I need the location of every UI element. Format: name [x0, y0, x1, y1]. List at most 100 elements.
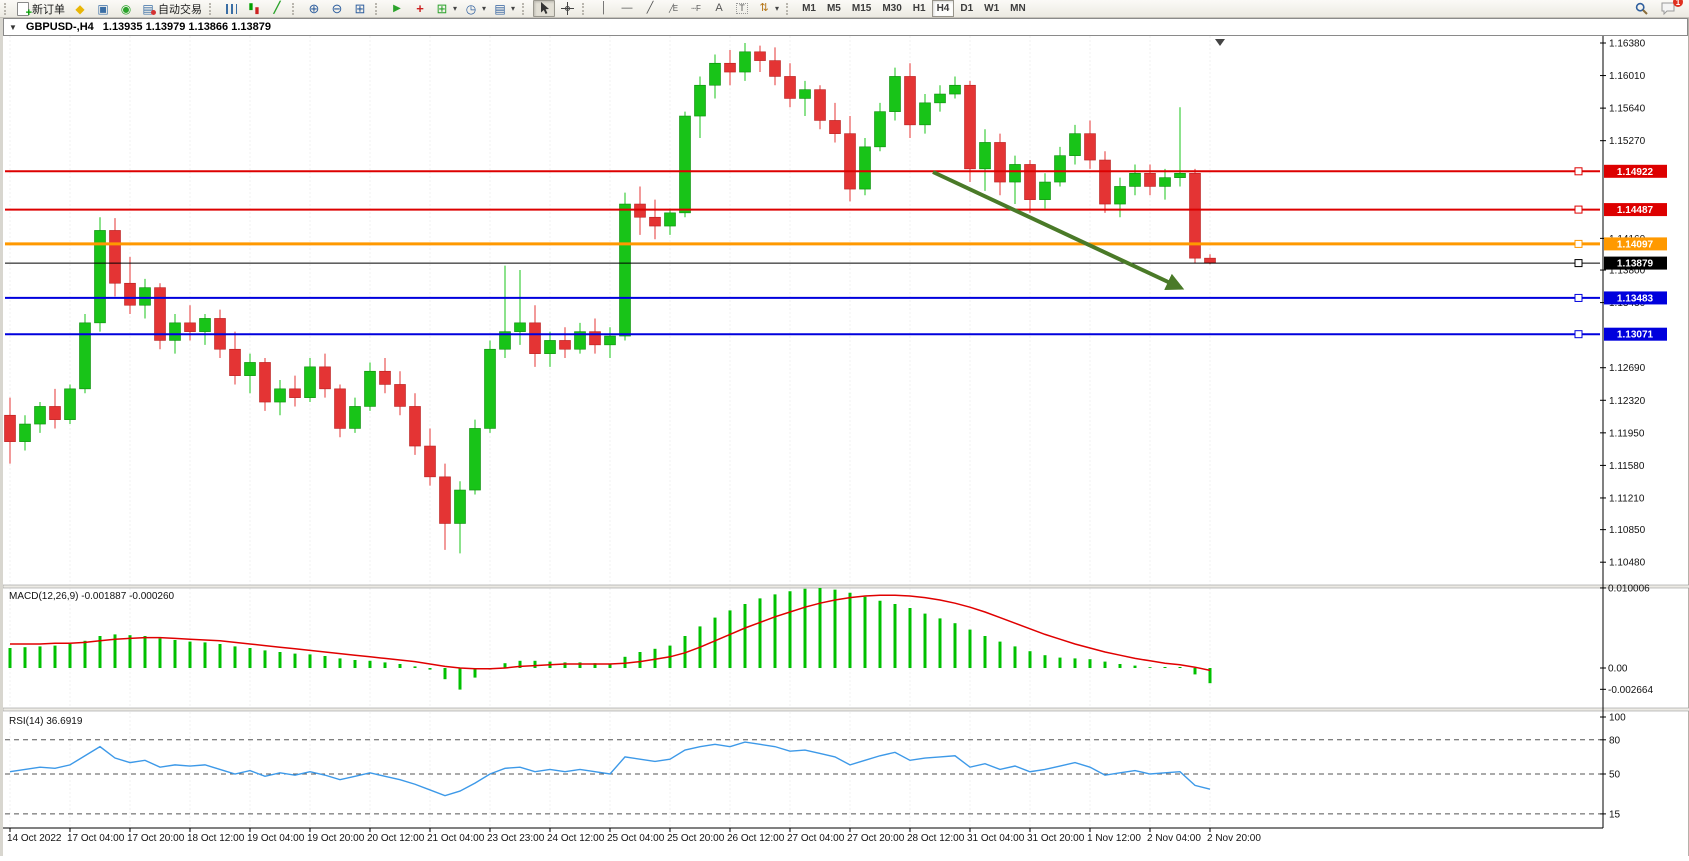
candlestick-chart-button[interactable]: [243, 0, 265, 17]
candle-body: [799, 89, 811, 99]
new-chart-button[interactable]: ▾: [432, 0, 460, 17]
hline-handle[interactable]: [1574, 239, 1583, 248]
price-axis[interactable]: 1.163801.160101.156401.152701.141601.138…: [1600, 36, 1667, 828]
autotrading-button[interactable]: 自动交易: [138, 0, 205, 17]
svg-text:1.14097: 1.14097: [1617, 239, 1654, 250]
timeframe-h4-button[interactable]: H4: [931, 0, 955, 17]
svg-text:25 Oct 20:00: 25 Oct 20:00: [667, 833, 725, 844]
timeframe-mn-button[interactable]: MN: [1010, 3, 1026, 14]
text-label-button[interactable]: [731, 0, 753, 17]
candle-body: [739, 51, 751, 73]
market-watch-button[interactable]: [92, 0, 114, 17]
horizontal-line-button[interactable]: [616, 0, 638, 17]
svg-text:2 Nov 04:00: 2 Nov 04:00: [1147, 833, 1201, 844]
crosshair-icon: [560, 2, 574, 15]
candle-body: [139, 287, 151, 306]
chart-window: ▼ GBPUSD-,H4 1.13935 1.13979 1.13866 1.1…: [0, 18, 1689, 861]
timeframe-m5-button[interactable]: M5: [826, 3, 841, 14]
new-order-button-label: 新订单: [32, 3, 65, 16]
hline-handle[interactable]: [1574, 167, 1583, 176]
pane-splitter[interactable]: [2, 707, 1689, 712]
timeframe-h1-button[interactable]: H1: [912, 3, 926, 14]
notification-badge: 1: [1673, 0, 1683, 7]
svg-text:50: 50: [1609, 770, 1621, 781]
hline-handle[interactable]: [1574, 205, 1583, 214]
toolbar-separator: [522, 2, 529, 15]
time-axis[interactable]: 14 Oct 2022 17 Oct 04:00 17 Oct 20:00 18 Oc…: [3, 827, 1603, 844]
vertical-line-button[interactable]: [593, 0, 615, 17]
text-button[interactable]: [708, 0, 730, 17]
candle-body: [259, 362, 271, 403]
trendline-button[interactable]: [639, 0, 661, 17]
candle-body: [889, 76, 901, 112]
horizontal-lines: [5, 167, 1600, 339]
templates-button[interactable]: ▾: [490, 0, 518, 17]
signals-button[interactable]: [115, 0, 137, 17]
cursor-button[interactable]: [533, 0, 556, 17]
timeframe-m1-button[interactable]: M1: [802, 3, 816, 14]
candle-body: [994, 142, 1006, 183]
candle-body: [754, 51, 766, 61]
zoom-in-button[interactable]: [303, 0, 325, 17]
chart-menu-caret-icon[interactable]: ▼: [9, 22, 17, 32]
search-icon: [1634, 2, 1648, 15]
candle-body: [1204, 257, 1216, 264]
svg-text:15: 15: [1609, 809, 1621, 820]
tile-windows-button[interactable]: [349, 0, 371, 17]
macd-pane: MACD(12,26,9) -0.001887 -0.000260: [8, 588, 1212, 690]
svg-text:27 Oct 04:00: 27 Oct 04:00: [787, 833, 845, 844]
horizontal-line-icon: [620, 2, 634, 15]
svg-text:1.13071: 1.13071: [1617, 330, 1654, 341]
add-indicator-button[interactable]: [409, 0, 431, 17]
hline-handle[interactable]: [1574, 259, 1583, 268]
timeframe-m30-button[interactable]: M30: [882, 3, 902, 14]
dropdown-arrow-icon: ▾: [775, 4, 780, 13]
line-chart-button[interactable]: [266, 0, 288, 17]
candle-body: [1084, 133, 1096, 161]
svg-text:24 Oct 12:00: 24 Oct 12:00: [547, 833, 605, 844]
notifications-button[interactable]: 1: [1657, 0, 1683, 17]
candle-body: [664, 212, 676, 227]
price-badge: [1604, 164, 1667, 178]
candle-body: [604, 335, 616, 346]
chart-shift-marker-icon[interactable]: [1215, 39, 1225, 46]
hline-handle[interactable]: [1574, 293, 1583, 302]
candle-body: [679, 115, 691, 214]
fibonacci-button[interactable]: [685, 0, 707, 17]
trend-arrow[interactable]: [932, 170, 1185, 291]
zoom-out-button[interactable]: [326, 0, 348, 17]
candle-body: [979, 142, 991, 170]
svg-text:1.16380: 1.16380: [1609, 39, 1646, 50]
candle-body: [1159, 177, 1171, 187]
price-chart[interactable]: MACD(12,26,9) -0.001887 -0.000260 RSI(14)…: [2, 36, 1689, 856]
candle-body: [859, 146, 871, 190]
symbols-button[interactable]: [69, 0, 91, 17]
toolbar-separator: [292, 2, 299, 15]
periods-button[interactable]: ▾: [461, 0, 489, 17]
candle-body: [244, 362, 256, 376]
candle-body: [544, 340, 556, 354]
main-toolbar: 新订单 自动交易 ▾ ▾ ▾ ▾ M1 M5 M15 M30 H1 H4 D1 W1 MN 1: [0, 0, 1689, 19]
toolbar-separator: [209, 2, 216, 15]
arrows-button[interactable]: ▾: [754, 0, 782, 17]
candle-body: [274, 388, 286, 403]
candle-body: [649, 216, 661, 227]
candle-body: [64, 388, 76, 420]
crosshair-button[interactable]: [556, 0, 578, 17]
indicators-button[interactable]: [386, 0, 408, 17]
timeframe-d1-button[interactable]: D1: [960, 3, 974, 14]
candle-body: [4, 414, 16, 442]
timeframe-m15-button[interactable]: M15: [851, 3, 872, 14]
chart-canvas[interactable]: MACD(12,26,9) -0.001887 -0.000260 RSI(14)…: [2, 36, 1689, 861]
price-badge: [1604, 203, 1667, 217]
bar-chart-button[interactable]: [220, 0, 242, 17]
candle-body: [829, 120, 841, 134]
equidistant-channel-button[interactable]: [662, 0, 684, 17]
timeframe-w1-button[interactable]: W1: [984, 3, 1000, 14]
svg-text:1.15640: 1.15640: [1609, 104, 1646, 115]
search-button[interactable]: [1630, 0, 1652, 17]
hline-handle[interactable]: [1574, 330, 1583, 339]
candle-body: [439, 476, 451, 524]
new-order-button[interactable]: 新订单: [14, 0, 68, 19]
pane-splitter[interactable]: [2, 584, 1689, 589]
